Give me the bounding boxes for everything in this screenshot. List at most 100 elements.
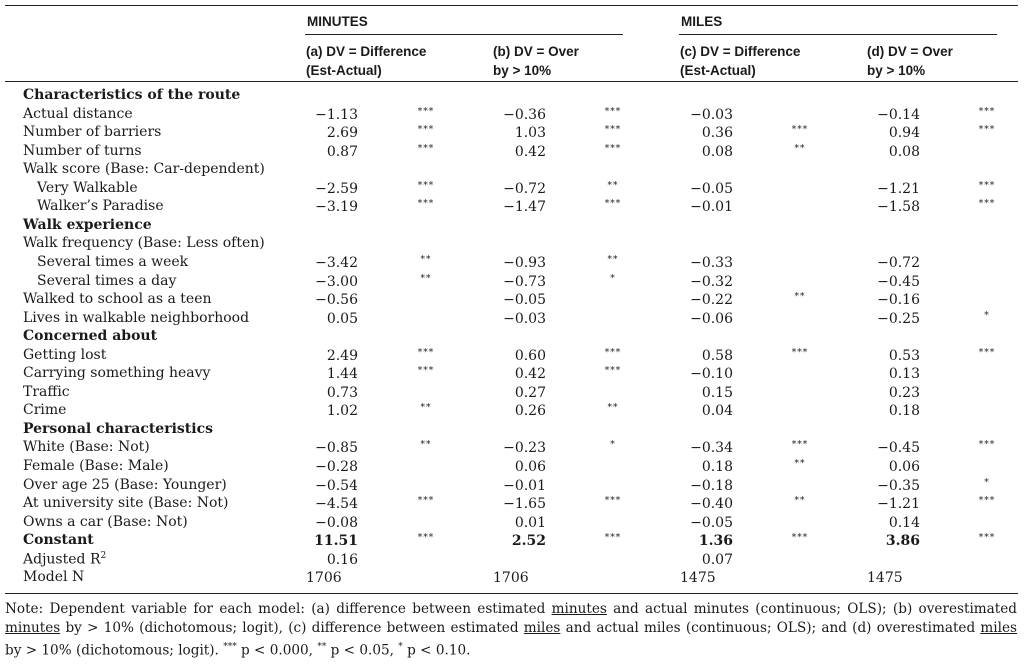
cell-value: 1475 (680, 570, 716, 587)
cell-value: −0.25 (877, 310, 920, 327)
cell-value: −0.03 (690, 106, 733, 123)
row-label-text: Walk experience (23, 216, 152, 233)
row-label: Adjusted R2 (23, 551, 106, 568)
row-label: Over age 25 (Base: Younger) (23, 477, 227, 493)
row-label: At university site (Base: Not) (23, 495, 229, 511)
significance-stars: *** (978, 347, 996, 358)
row-label: Walk score (Base: Car-dependent) (23, 161, 265, 177)
cell-value: −0.36 (503, 106, 546, 123)
cell-value: 1475 (867, 570, 903, 587)
row-label: Carrying something heavy (23, 365, 210, 381)
cell-value: 0.26 (514, 403, 546, 420)
cell-value: 0.07 (701, 551, 733, 568)
column-b-header: (b) DV = Over by > 10% (493, 42, 579, 80)
row-label: Walked to school as a teen (23, 291, 212, 307)
cell-value: −0.72 (503, 180, 546, 197)
cell-value: 0.18 (888, 403, 920, 420)
cell-value: −0.08 (315, 514, 358, 531)
column-c-header-line1: (c) DV = Difference (680, 44, 801, 59)
cell-value: −0.54 (315, 477, 358, 494)
cell-value: −0.45 (877, 440, 920, 457)
cell-value: 1706 (306, 570, 342, 587)
row-label-text: Adjusted R (23, 551, 101, 568)
cell-value: 0.42 (514, 143, 546, 160)
row-label-text: Number of turns (23, 142, 142, 159)
cell-value: −1.47 (503, 199, 546, 216)
significance-stars: *** (417, 533, 435, 544)
cell-value: 0.14 (888, 514, 920, 531)
row-label-text: Crime (23, 402, 67, 419)
significance-stars: * (610, 273, 616, 284)
note-sig-three-star: *** (223, 642, 237, 652)
cell-value: −0.34 (690, 440, 733, 457)
cell-value: −0.05 (690, 180, 733, 197)
cell-value: 0.06 (514, 459, 546, 475)
significance-stars: *** (791, 440, 809, 451)
column-b-header-line2: by > 10% (493, 63, 552, 78)
note-underline-miles-2: miles (980, 620, 1017, 636)
cell-value: −0.01 (690, 199, 733, 216)
cell-value: 0.08 (701, 143, 733, 160)
row-label-text: Getting lost (23, 346, 107, 363)
cell-value: 0.23 (888, 384, 920, 401)
cell-value: 2.49 (326, 347, 358, 364)
significance-stars: ** (794, 459, 806, 469)
note-text-2: and actual minutes (continuous; OLS); (b… (606, 601, 1017, 617)
note-underline-minutes-1: minutes (551, 601, 607, 617)
note-underline-minutes-2: minutes (5, 620, 61, 636)
cell-value: −0.40 (690, 496, 733, 513)
row-label: Female (Base: Male) (23, 458, 169, 474)
cell-value: −0.05 (690, 514, 733, 531)
significance-stars: *** (604, 533, 622, 544)
row-label: Walk frequency (Base: Less often) (23, 235, 265, 251)
cell-value: −0.56 (315, 292, 358, 309)
cell-value: −0.32 (690, 273, 733, 290)
significance-stars: *** (604, 496, 622, 507)
note-sig-two-star: ** (317, 642, 327, 652)
cell-value: 1.02 (326, 403, 358, 420)
row-label: Several times a week (37, 254, 188, 270)
cell-value: 0.16 (326, 551, 358, 568)
row-label-text: Lives in walkable neighborhood (23, 309, 250, 326)
significance-stars: * (610, 440, 616, 451)
cell-value: −0.18 (690, 477, 733, 494)
significance-stars: ** (420, 440, 432, 451)
row-label: Model N (23, 569, 84, 585)
cell-value: −0.14 (877, 106, 920, 123)
significance-stars: *** (978, 125, 996, 136)
cell-value: −1.58 (877, 199, 920, 216)
significance-stars: *** (417, 143, 435, 154)
cell-value: 0.15 (701, 384, 733, 401)
significance-stars: *** (417, 366, 435, 377)
cell-value: −1.65 (503, 496, 546, 513)
cell-value: 0.58 (701, 347, 733, 364)
cell-value: 0.18 (701, 459, 733, 475)
significance-stars: ** (420, 273, 432, 284)
row-label: Getting lost (23, 347, 106, 363)
cell-value: 1.36 (698, 533, 733, 550)
cell-value: 2.69 (326, 125, 358, 142)
row-label-text: Walk score (Base: Car-dependent) (23, 161, 265, 178)
note-text-7: p < 0.05, (326, 642, 399, 659)
cell-value: 0.53 (888, 347, 920, 364)
row-label-text: At university site (Base: Not) (23, 495, 229, 512)
cell-value: 0.87 (326, 143, 358, 160)
column-d-header-line1: (d) DV = Over (867, 44, 953, 59)
cell-value: −1.13 (315, 106, 358, 123)
significance-stars: *** (604, 125, 622, 136)
row-label-text: Number of barriers (23, 124, 162, 141)
cell-value: 2.52 (511, 533, 546, 550)
note-sig-one-star: * (398, 642, 403, 652)
significance-stars: * (984, 310, 990, 321)
cell-value: −0.10 (690, 366, 733, 383)
cell-value: −3.42 (315, 254, 358, 271)
cell-value: −0.06 (690, 310, 733, 327)
significance-stars: *** (604, 143, 622, 154)
row-label: Constant (23, 532, 94, 548)
row-label: Owns a car (Base: Not) (23, 514, 188, 530)
significance-stars: ** (607, 254, 619, 265)
top-rule (5, 5, 1018, 6)
cell-value: 0.01 (514, 514, 546, 531)
row-label-text: Characteristics of the route (23, 87, 241, 103)
cell-value: −0.16 (877, 292, 920, 309)
